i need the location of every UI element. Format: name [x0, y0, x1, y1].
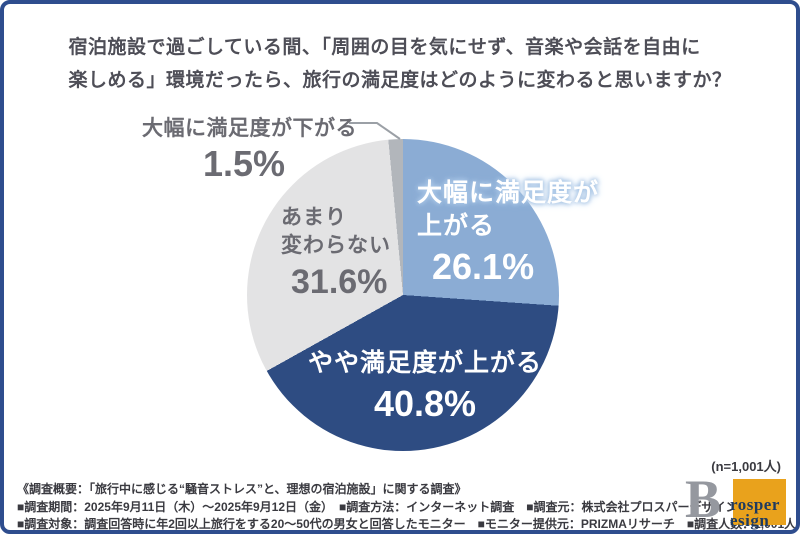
- label-no-change-text-1: あまり: [281, 206, 347, 229]
- sample-size-note: (n=1,001人): [711, 459, 781, 474]
- title-line-1: 宿泊施設で過ごしている間、「周囲の目を気にせず、音楽や会話を自由に: [68, 37, 701, 58]
- label-up-major-value: 26.1%: [432, 246, 535, 287]
- label-up-slight-value: 40.8%: [373, 383, 477, 424]
- label-up-major-text-1: 大幅に満足度が: [417, 179, 600, 207]
- label-up-major-text-2: 上がる: [417, 212, 496, 240]
- label-no-change: あまり 変わらない 31.6%: [281, 204, 391, 302]
- label-down-major-value: 1.5%: [202, 143, 286, 184]
- label-up-major: 大幅に満足度が 上がる 26.1%: [417, 177, 599, 288]
- logo-text-design: esign: [730, 511, 770, 530]
- survey-detail-line-1: ■調査期間：2025年9月11日（木）〜2025年9月12日（金） ■調査方法：…: [17, 499, 738, 514]
- survey-question-title: 宿泊施設で過ごしている間、「周囲の目を気にせず、音楽や会話を自由に 楽しめる」環…: [4, 31, 796, 97]
- pie-chart: [247, 139, 559, 451]
- logo-orange-square: [733, 479, 786, 525]
- logo-monogram: B: [685, 469, 722, 529]
- label-up-slight: やや満足度が上がる 40.8%: [259, 343, 591, 425]
- survey-overview-line: 《調査概要：「旅行中に感じる“騒音ストレス”と、理想の宿泊施設」に関する調査》: [17, 482, 467, 496]
- label-no-change-text-2: 変わらない: [281, 234, 391, 257]
- label-up-slight-text: やや満足度が上がる: [307, 349, 542, 377]
- survey-detail-line-2: ■調査対象：調査回答時に年2回以上旅行をする20〜50代の男女と回答したモニター…: [17, 517, 797, 531]
- logo-text-prosper: rosper: [730, 495, 780, 514]
- label-down-major-text: 大幅に満足度が下がる: [142, 117, 357, 140]
- prosper-design-logo: B rosper esign: [680, 469, 790, 530]
- label-down-major: 大幅に満足度が下がる 1.5%: [142, 112, 357, 185]
- title-line-2: 楽しめる」環境だったら、旅行の満足度はどのように変わると思いますか？: [68, 70, 732, 91]
- survey-details: 《調査概要：「旅行中に感じる“騒音ストレス”と、理想の宿泊施設」に関する調査》 …: [17, 481, 797, 531]
- leader-line: [349, 122, 401, 140]
- label-no-change-value: 31.6%: [291, 263, 388, 301]
